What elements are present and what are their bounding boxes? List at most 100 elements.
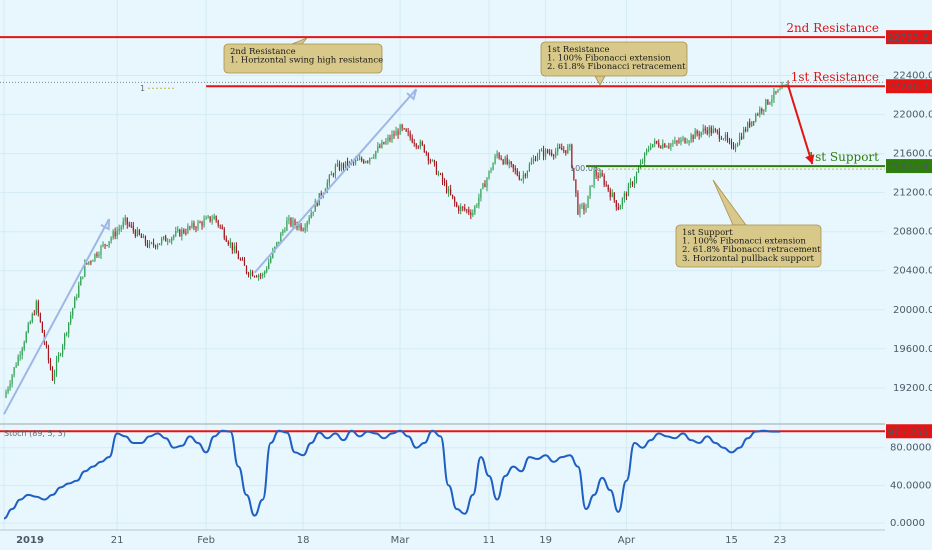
candle-body bbox=[264, 271, 266, 275]
time-tick-label: 18 bbox=[297, 535, 310, 546]
candle-body bbox=[672, 143, 674, 145]
candle-body bbox=[292, 220, 294, 226]
candle-body bbox=[747, 122, 749, 131]
candle-body bbox=[741, 136, 743, 139]
time-tick-label: Apr bbox=[618, 535, 636, 546]
candle-body bbox=[189, 226, 191, 228]
candle-body bbox=[199, 222, 201, 224]
candle-body bbox=[359, 158, 361, 160]
candle-body bbox=[633, 180, 636, 185]
candle-body bbox=[542, 149, 545, 157]
candle-body bbox=[508, 161, 510, 165]
candle-body bbox=[698, 133, 700, 136]
candle-body bbox=[284, 230, 286, 232]
candle-body bbox=[777, 89, 779, 93]
candle-body bbox=[7, 388, 9, 392]
candle-body bbox=[597, 175, 599, 178]
candle-body bbox=[749, 122, 751, 127]
candle-body bbox=[419, 141, 421, 148]
candle-body bbox=[524, 174, 526, 177]
candle-body bbox=[484, 183, 486, 188]
level-price-tag bbox=[886, 79, 932, 94]
candle-body bbox=[225, 238, 227, 242]
candle-body bbox=[179, 229, 181, 237]
candle-body bbox=[385, 140, 387, 145]
candle-body bbox=[367, 161, 369, 163]
candle-body bbox=[304, 227, 306, 231]
candle-body bbox=[365, 161, 367, 163]
candle-body bbox=[466, 209, 468, 211]
candle-body bbox=[516, 170, 518, 176]
stoch-tick-label: 40.0000 bbox=[890, 480, 931, 491]
candle-body bbox=[344, 161, 347, 169]
candle-body bbox=[405, 128, 407, 132]
candle-body bbox=[530, 161, 533, 165]
level-name-label: 2nd Resistance bbox=[786, 21, 879, 35]
candle-body bbox=[51, 369, 54, 381]
candle-body bbox=[253, 276, 256, 278]
candle-body bbox=[619, 205, 621, 210]
candle-body bbox=[373, 156, 375, 158]
candle-body bbox=[650, 147, 652, 150]
candle-body bbox=[217, 220, 219, 226]
candle-body bbox=[270, 257, 272, 263]
candle-body bbox=[498, 153, 500, 158]
candle-body bbox=[528, 164, 531, 172]
candle-body bbox=[62, 345, 64, 355]
candle-body bbox=[538, 151, 541, 156]
candle-body bbox=[144, 236, 147, 244]
candle-body bbox=[21, 348, 23, 356]
candle-body bbox=[171, 237, 173, 242]
candle-body bbox=[140, 234, 143, 238]
candle-body bbox=[300, 224, 302, 230]
candle-body bbox=[668, 146, 670, 148]
note-box bbox=[223, 43, 383, 74]
candle-body bbox=[25, 332, 27, 343]
candlestick-series bbox=[5, 80, 789, 399]
candle-body bbox=[690, 135, 692, 141]
candle-body bbox=[227, 241, 229, 245]
stoch-tick-label: 0.0000 bbox=[890, 518, 925, 529]
candle-body bbox=[577, 193, 579, 215]
candle-body bbox=[403, 128, 405, 130]
candle-body bbox=[666, 146, 668, 148]
note-line: 1. 100% Fibonacci extension bbox=[547, 54, 671, 64]
candle-body bbox=[460, 206, 462, 212]
candle-body bbox=[395, 131, 397, 136]
candle-body bbox=[302, 229, 304, 231]
price-axis: 19200.0 19600.0 20000.0 20400.0 20800.0 21200… bbox=[893, 71, 932, 394]
candle-body bbox=[478, 197, 480, 206]
candle-body bbox=[276, 242, 278, 247]
candle-body bbox=[72, 308, 74, 316]
candle-body bbox=[648, 149, 650, 151]
note-box bbox=[540, 41, 688, 77]
candle-body bbox=[631, 182, 634, 185]
candle-body bbox=[375, 151, 377, 157]
candle-body bbox=[355, 159, 357, 163]
candle-body bbox=[260, 275, 262, 277]
candle-body bbox=[290, 218, 292, 226]
candle-body bbox=[492, 163, 494, 171]
candle-body bbox=[288, 218, 290, 221]
candle-body bbox=[710, 127, 712, 134]
candle-body bbox=[314, 201, 316, 212]
candle-body bbox=[122, 221, 124, 228]
candle-body bbox=[251, 271, 254, 277]
candle-body bbox=[134, 230, 136, 237]
candle-body bbox=[379, 146, 381, 148]
candle-body bbox=[124, 217, 126, 222]
candle-body bbox=[100, 246, 102, 255]
candle-body bbox=[369, 158, 371, 162]
candle-body bbox=[411, 137, 413, 143]
candle-body bbox=[280, 233, 282, 242]
candle-body bbox=[445, 183, 448, 193]
candle-body bbox=[688, 140, 690, 143]
price-grid bbox=[0, 0, 885, 530]
candle-body bbox=[332, 174, 334, 176]
projection-head bbox=[805, 154, 815, 165]
candle-body bbox=[163, 236, 165, 239]
candle-body bbox=[644, 153, 646, 162]
candle-body bbox=[167, 241, 169, 243]
candle-body bbox=[775, 91, 777, 93]
